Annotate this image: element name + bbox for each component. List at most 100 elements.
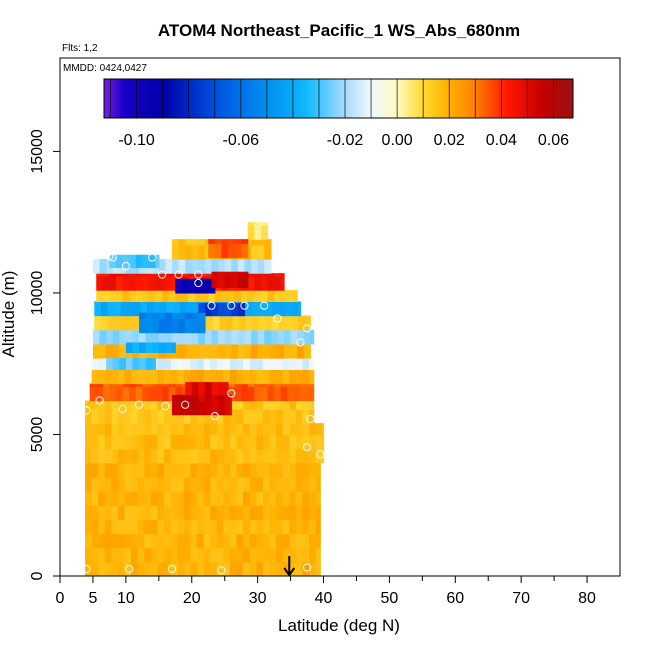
heatmap-cell [142, 275, 150, 291]
sample-point [217, 566, 226, 575]
colorbar-segment [141, 79, 144, 118]
heatmap-cell [254, 225, 262, 240]
heatmap-cell [183, 358, 192, 370]
heatmap-cell [165, 318, 173, 334]
y-tick-label: 10000 [29, 271, 46, 316]
heatmap-cell [302, 491, 310, 506]
heatmap-cell [216, 491, 224, 506]
colorbar-segment [533, 79, 537, 118]
heatmap-cell [224, 394, 232, 402]
heatmap-cell [211, 394, 219, 402]
heatmap-cell [280, 290, 288, 303]
colorbar-segment [129, 79, 132, 118]
heatmap-cell [99, 343, 107, 359]
colorbar-segment [545, 79, 549, 118]
colorbar-segment [416, 79, 420, 118]
heatmap-cell [197, 423, 205, 436]
colorbar-segment [111, 79, 115, 118]
heatmap-cell [183, 533, 192, 549]
colorbar-segment [539, 79, 543, 118]
heatmap-cell [104, 547, 112, 563]
colorbar-segment [332, 79, 336, 118]
heatmap-cell [85, 519, 93, 535]
heatmap-cell [284, 329, 292, 345]
heatmap-cell [129, 254, 137, 269]
heatmap-cell [282, 505, 290, 520]
sample-point [306, 414, 315, 423]
heatmap-cell [157, 448, 165, 464]
heatmap-cell [282, 547, 290, 563]
heatmap-cell [150, 400, 159, 410]
heatmap-cell [210, 448, 218, 464]
colorbar-segment [401, 79, 404, 118]
heatmap-cell [100, 301, 109, 317]
heatmap-cell [216, 561, 224, 576]
colorbar-segment [244, 79, 248, 118]
heatmap-cell [190, 462, 198, 478]
colorbar-segment [352, 79, 355, 118]
heatmap-cell [302, 434, 310, 450]
heatmap-cell [142, 386, 150, 402]
heatmap-cell [256, 434, 264, 450]
sample-point [82, 564, 91, 574]
heatmap-cell [211, 329, 219, 345]
heatmap-cell [91, 400, 99, 410]
colorbar-segment [234, 79, 238, 118]
heatmap-cell [100, 315, 109, 331]
heatmap-cell [236, 519, 244, 535]
heatmap-cell [148, 383, 157, 387]
heatmap-cell [181, 290, 190, 303]
heatmap-cell [236, 423, 244, 436]
heatmap-cell [256, 519, 264, 535]
heatmap-cell [112, 329, 120, 345]
heatmap-cell [295, 533, 304, 549]
heatmap-cell [315, 434, 323, 450]
heatmap-cell [247, 222, 255, 226]
heatmap-cell [104, 476, 112, 492]
heatmap-cell [276, 462, 284, 478]
colorbar-segment [361, 79, 365, 118]
heatmap-cell [231, 273, 239, 288]
colorbar-segment [555, 79, 558, 118]
colorbar-segment [530, 79, 533, 118]
heatmap-cell [177, 519, 185, 535]
colorbar-segment [238, 79, 242, 118]
heatmap-cell [197, 369, 205, 385]
heatmap-cell [262, 462, 271, 478]
heatmap-cell [289, 448, 297, 464]
heatmap-cell [243, 519, 251, 535]
heatmap-cell [262, 547, 271, 563]
heatmap-cell [216, 533, 224, 549]
heatmap-cell [144, 533, 152, 549]
heatmap-cell [191, 329, 199, 345]
heatmap-cell [107, 315, 115, 331]
colorbar-segment [375, 79, 379, 118]
colorbar-segment [442, 79, 445, 118]
heatmap-cell [117, 369, 126, 385]
heatmap-cell [164, 505, 172, 520]
heatmap-cell [287, 386, 295, 402]
heatmap-cell [177, 408, 185, 424]
sample-point [161, 402, 170, 411]
heatmap-cell [269, 505, 277, 520]
heatmap-cell [98, 369, 106, 385]
heatmap-cell [137, 505, 145, 520]
heatmap-cell [274, 273, 282, 277]
heatmap-cell [262, 519, 271, 535]
heatmap-cell [170, 462, 178, 478]
heatmap-cell [244, 329, 252, 345]
colorbar-segment [215, 79, 218, 118]
heatmap-cell [276, 533, 284, 549]
heatmap-cell [132, 358, 140, 370]
heatmap-cell [170, 519, 178, 535]
heatmap-cell [157, 561, 165, 576]
heatmap-cell [243, 358, 251, 370]
heatmap-cell [183, 505, 192, 520]
heatmap-cell [276, 491, 284, 506]
heatmap-cell [117, 423, 126, 436]
heatmap-cell [257, 244, 265, 260]
heatmap-cell [282, 434, 290, 450]
heatmap-cell [210, 369, 218, 385]
heatmap-cell [124, 448, 132, 464]
